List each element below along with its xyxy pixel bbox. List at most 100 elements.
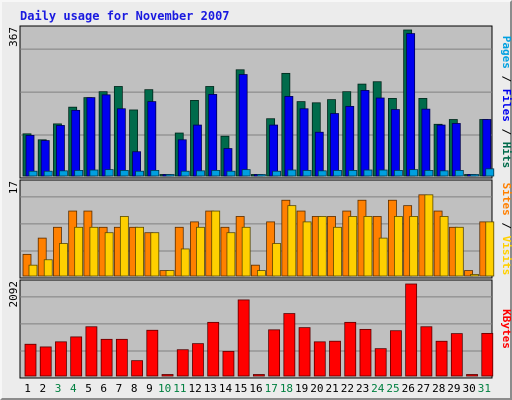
x-tick-label: 12 <box>188 382 201 395</box>
legend-label-part: / <box>500 122 512 142</box>
top-bar-files <box>177 139 187 177</box>
top-bar-pages <box>333 170 342 177</box>
bottom-bar-kbytes <box>481 332 494 377</box>
top-bar-files <box>208 94 218 177</box>
top-bar-pages <box>43 170 53 177</box>
x-tick-label: 3 <box>55 382 62 395</box>
legend-label: Pages / Files / Hits <box>500 36 512 169</box>
middle-bar-sites <box>74 226 84 277</box>
middle-bar-sites <box>196 226 205 277</box>
legend-label-part: Files <box>500 89 512 122</box>
top-bar-files <box>284 96 294 177</box>
middle-bar-sites <box>287 205 297 277</box>
legend-label-part: KBytes <box>500 309 512 349</box>
top-bar-files <box>375 97 385 177</box>
bottom-bar-kbytes <box>207 321 220 377</box>
middle-bar-sites <box>409 216 419 277</box>
top-bar-pages <box>226 170 236 177</box>
middle-bar-sites <box>424 194 434 277</box>
bottom-bar-kbytes <box>131 360 143 377</box>
bottom-bar-kbytes <box>146 329 159 377</box>
top-bar-pages <box>394 170 403 177</box>
top-bar-pages <box>348 170 358 177</box>
top-bar-pages <box>104 169 114 177</box>
top-bar-files <box>86 97 96 177</box>
x-tick-label: 18 <box>280 382 293 395</box>
bottom-bar-kbytes <box>283 313 296 377</box>
x-tick-label: 17 <box>265 382 278 395</box>
top-bar-files <box>345 105 355 177</box>
top-bar-pages <box>241 169 251 177</box>
top-bar-files <box>269 124 279 177</box>
middle-bar-sites <box>256 270 266 277</box>
x-tick-label: 24 <box>371 382 385 395</box>
x-tick-label: 8 <box>131 382 138 395</box>
bottom-bar-kbytes <box>85 326 98 377</box>
x-tick-label: 15 <box>234 382 247 395</box>
middle-bar-sites <box>43 259 53 277</box>
middle-bar-sites <box>378 237 388 277</box>
middle-bar-sites <box>180 248 190 277</box>
middle-bar-sites <box>470 274 479 277</box>
top-bar-pages <box>378 169 388 177</box>
x-tick-label: 25 <box>386 382 399 395</box>
x-tick-label: 16 <box>249 382 262 395</box>
top-bar-pages <box>211 170 221 177</box>
bottom-bar-kbytes <box>252 374 265 377</box>
middle-bar-sites <box>211 210 221 277</box>
bottom-bar-kbytes <box>420 326 433 377</box>
top-bar-pages <box>272 170 282 177</box>
middle-bar-sites <box>272 243 282 277</box>
middle-bar-sites <box>439 216 449 277</box>
x-tick-label: 19 <box>295 382 308 395</box>
top-bar-files <box>71 109 81 177</box>
top-bar-pages <box>135 170 144 177</box>
legend-label-part: Pages <box>500 36 512 69</box>
middle-bar-sites <box>333 226 342 277</box>
middle-bar-sites <box>302 221 312 277</box>
bottom-bar-kbytes <box>329 340 341 377</box>
bottom-bar-kbytes <box>222 350 235 377</box>
top-bar-pages <box>256 174 266 177</box>
x-tick-label: 29 <box>447 382 460 395</box>
top-bar-pages <box>119 170 129 177</box>
middle-bar-sites <box>59 243 68 277</box>
top-bar-pages <box>424 170 434 177</box>
x-tick-label: 23 <box>356 382 369 395</box>
bottom-bar-kbytes <box>374 348 387 377</box>
middle-bar-sites <box>135 226 144 277</box>
bottom-bar-kbytes <box>268 329 281 377</box>
x-tick-label: 10 <box>158 382 171 395</box>
top-bar-files <box>421 108 431 177</box>
top-bar-files <box>360 90 370 177</box>
x-tick-label: 14 <box>219 382 233 395</box>
x-tick-label: 2 <box>40 382 47 395</box>
top-bar-pages <box>89 169 99 177</box>
middle-bar-sites <box>28 264 38 277</box>
top-bar-files <box>101 94 111 177</box>
top-bar-files <box>451 123 461 177</box>
bottom-bar-kbytes <box>100 338 113 377</box>
bottom-bar-kbytes <box>192 343 204 377</box>
bottom-bar-kbytes <box>70 336 83 377</box>
bottom-bar-kbytes <box>161 374 174 377</box>
legend-label-part: / <box>500 216 512 236</box>
middle-bar-sites <box>119 216 129 277</box>
x-tick-label: 22 <box>341 382 354 395</box>
x-tick-label: 30 <box>463 382 476 395</box>
x-tick-label: 13 <box>204 382 217 395</box>
x-tick-label: 5 <box>85 382 92 395</box>
bottom-bar-kbytes <box>435 340 448 377</box>
middle-bar-sites <box>89 226 99 277</box>
x-tick-label: 1 <box>24 382 31 395</box>
x-tick-label: 27 <box>417 382 430 395</box>
middle-bar-sites <box>485 221 495 277</box>
bottom-bar-kbytes <box>390 330 402 377</box>
x-tick-label: 7 <box>116 382 123 395</box>
top-bar-pages <box>439 170 449 177</box>
top-bar-files <box>436 124 446 177</box>
top-bar-files <box>406 33 416 177</box>
bottom-bar-kbytes <box>39 346 52 377</box>
top-bar-pages <box>363 169 373 177</box>
middle-bar-sites <box>317 216 327 277</box>
